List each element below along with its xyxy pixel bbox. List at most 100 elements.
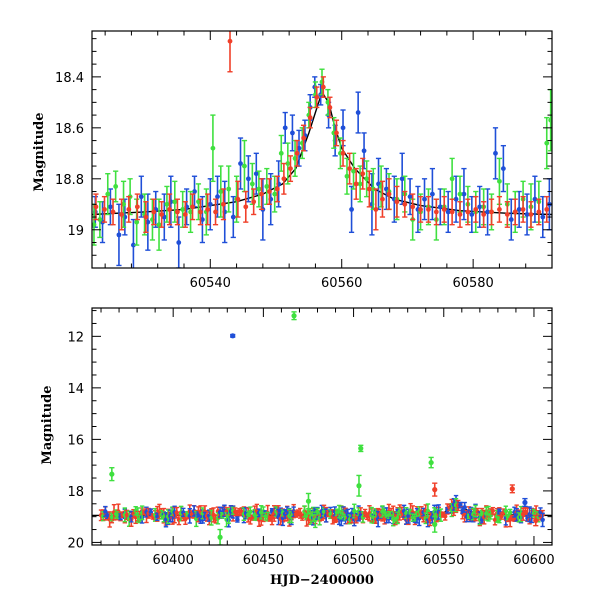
top-series0-point-34 bbox=[340, 109, 346, 147]
top-series2-point-51-marker bbox=[473, 206, 479, 212]
top-series2-point-17-marker bbox=[227, 38, 233, 44]
bottom-band-point-388-marker bbox=[507, 510, 513, 515]
top-series2-point-21 bbox=[258, 178, 265, 211]
bottom-band-point-373-marker bbox=[490, 508, 496, 514]
top-series2-point-7 bbox=[151, 198, 157, 226]
top-series2-point-36-marker bbox=[360, 171, 366, 177]
top-series2-point-46-marker bbox=[433, 209, 439, 215]
top-series0-point-34-marker bbox=[340, 125, 346, 131]
bottom-band-point-311-marker bbox=[425, 508, 431, 514]
bottom-outlier1-point-6-marker bbox=[305, 498, 312, 504]
top-series2-point-29-marker bbox=[314, 94, 320, 100]
bottom-outlier0-point-1-marker bbox=[522, 499, 528, 506]
top-series1-point-9 bbox=[156, 198, 162, 251]
bottom-outlier2-point-2-marker bbox=[533, 517, 539, 524]
top-series1-point-0-marker bbox=[92, 222, 97, 228]
top-series1-point-22 bbox=[256, 170, 262, 208]
bottom-outlier1-point-2 bbox=[358, 444, 364, 453]
top-series0-point-51-marker bbox=[469, 212, 475, 217]
bottom-outlier1-point-5-marker bbox=[432, 521, 438, 527]
top-series2-point-13-marker bbox=[198, 209, 203, 215]
top-series2-point-49 bbox=[457, 201, 463, 228]
top-series0-point-16-marker bbox=[215, 194, 220, 200]
top-series1-point-26-marker bbox=[285, 161, 291, 166]
top-series0-point-21-marker bbox=[253, 171, 259, 177]
top-series2-point-23-marker bbox=[274, 186, 280, 192]
top-series2-point-45 bbox=[425, 195, 432, 223]
bottom-outlier1-point-4-marker bbox=[428, 459, 434, 466]
bottom-band-point-326-marker bbox=[443, 514, 448, 519]
top-series2-point-43 bbox=[410, 193, 416, 221]
top-series2-point-22-marker bbox=[267, 189, 272, 194]
top-frame bbox=[91, 30, 553, 269]
top-series2-point-17 bbox=[227, 31, 233, 73]
top-series2-point-12-marker bbox=[190, 204, 195, 210]
top-series2-point-26 bbox=[294, 139, 300, 167]
top-series0-point-25 bbox=[282, 111, 288, 144]
top-series1-point-3-marker bbox=[113, 184, 119, 189]
top-series0-point-15 bbox=[207, 178, 213, 231]
top-series2-point-25 bbox=[287, 155, 294, 183]
top-series2-point-14 bbox=[205, 193, 211, 226]
top-series1-point-34 bbox=[337, 137, 343, 170]
bottom-xtick-label: 60400 bbox=[152, 553, 193, 568]
top-series0-point-18 bbox=[230, 195, 236, 239]
top-series2-point-6 bbox=[143, 201, 149, 234]
top-series2-point-47-marker bbox=[441, 206, 447, 212]
top-series1-point-35-marker bbox=[344, 173, 350, 179]
bottom-outlier0-point-1 bbox=[522, 497, 528, 508]
top-series0-point-35-marker bbox=[349, 206, 354, 212]
top-series2-point-30 bbox=[320, 76, 326, 98]
bottom-band-point-9-marker bbox=[109, 514, 115, 520]
bottom-outlier1-point-2-marker bbox=[358, 445, 364, 451]
top-series2-point-32-marker bbox=[334, 130, 339, 136]
top-series2-point-21-marker bbox=[259, 191, 264, 197]
top-series2-point-42 bbox=[402, 190, 408, 218]
top-series2-point-14-marker bbox=[205, 206, 211, 212]
top-series0-point-50 bbox=[461, 167, 467, 221]
top-series0-point-5-marker bbox=[131, 242, 136, 248]
top-series0-point-11-marker bbox=[176, 240, 182, 245]
top-series2-point-11-marker bbox=[182, 212, 188, 217]
bottom-outlier1-point-6 bbox=[305, 492, 312, 510]
top-series2-point-58 bbox=[528, 201, 534, 228]
top-series2-point-54-marker bbox=[497, 206, 502, 212]
top-series2-point-11 bbox=[182, 201, 188, 228]
top-series2-point-5 bbox=[134, 193, 140, 221]
top-series0-point-42-marker bbox=[399, 176, 405, 182]
top-series1-point-36-marker bbox=[351, 168, 356, 174]
top-series0-point-59 bbox=[532, 175, 538, 223]
bottom-outlier1-point-7 bbox=[217, 528, 223, 545]
top-series0-point-45-marker bbox=[422, 196, 427, 202]
top-series2-point-9 bbox=[166, 193, 173, 226]
top-series1-point-39-marker bbox=[370, 186, 376, 192]
bottom-band-point-289-marker bbox=[406, 513, 411, 519]
top-series1-point-35 bbox=[344, 157, 350, 195]
top-series0-point-58-marker bbox=[524, 212, 530, 217]
top-series2-point-28 bbox=[307, 106, 313, 129]
top-series2-point-2 bbox=[110, 198, 116, 226]
top-series2-point-15 bbox=[212, 198, 219, 226]
top-series2-point-60 bbox=[544, 195, 550, 223]
top-series1-point-1 bbox=[97, 201, 103, 239]
bottom-band-point-344-marker bbox=[462, 505, 467, 510]
top-series1-point-10 bbox=[164, 185, 170, 223]
bottom-outlier2-point-1 bbox=[509, 484, 515, 494]
top-series2-point-19 bbox=[243, 190, 249, 223]
top-series1-point-37 bbox=[357, 165, 363, 203]
top-series0-point-9 bbox=[161, 193, 167, 241]
bottom-band-point-374-marker bbox=[492, 517, 498, 523]
top-ytick-label: 18.6 bbox=[55, 122, 84, 137]
top-series2-point-30-marker bbox=[320, 84, 326, 90]
top-series2-point-48-marker bbox=[449, 209, 455, 215]
top-series2-point-1 bbox=[101, 195, 108, 223]
top-series2-point-52-marker bbox=[481, 212, 487, 217]
top-series0-point-13-marker bbox=[192, 189, 197, 194]
bottom-outlier2-point-0-marker bbox=[432, 487, 438, 493]
top-series2-point-0 bbox=[93, 193, 99, 221]
bottom-outlier1-point-3 bbox=[356, 474, 362, 497]
top-ytick-label: 18.8 bbox=[55, 173, 84, 188]
top-series1-point-17-marker bbox=[218, 189, 224, 194]
top-series2-point-44 bbox=[417, 195, 424, 223]
top-series1-point-38 bbox=[364, 160, 370, 198]
